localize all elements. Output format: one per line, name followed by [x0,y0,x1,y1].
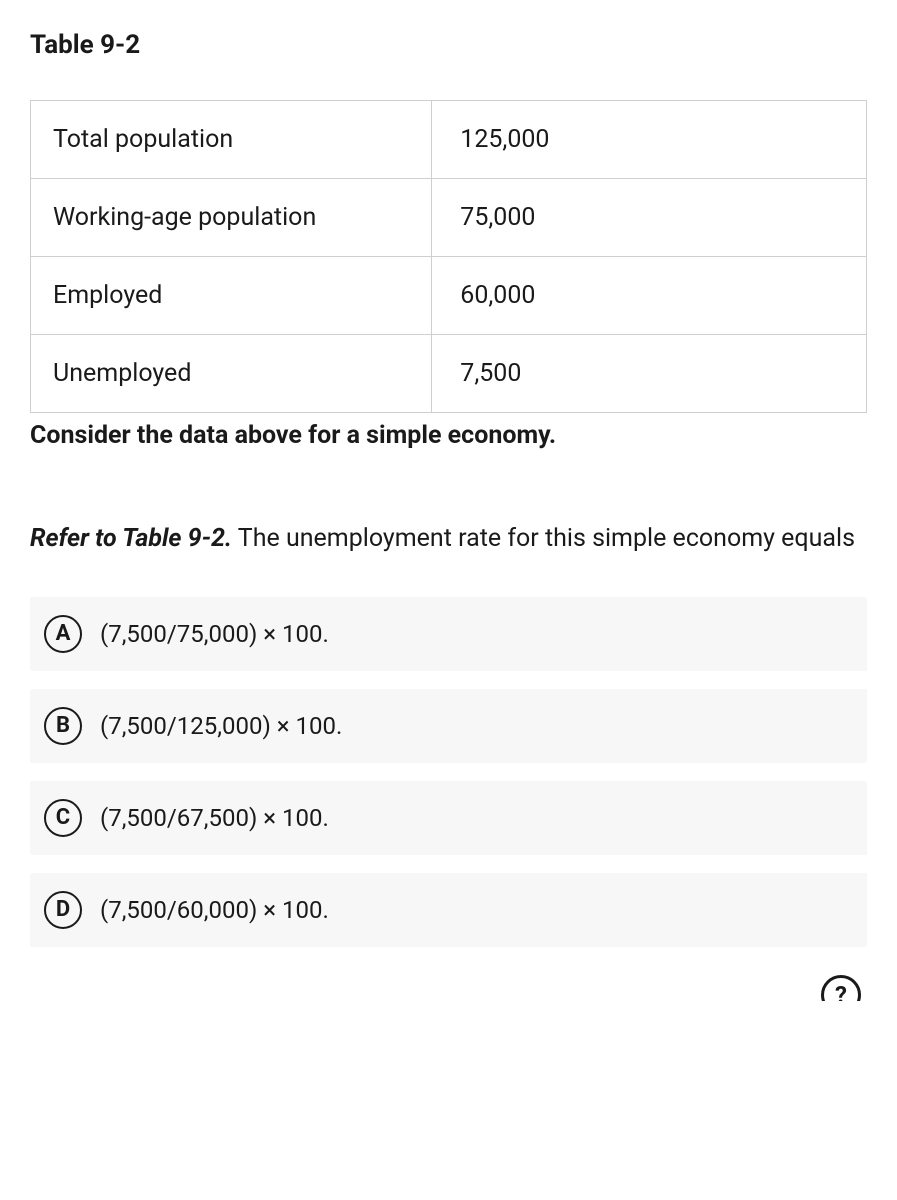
row-value: 7,500 [432,335,867,413]
question-text: Refer to Table 9-2. The unemployment rat… [30,520,867,559]
table-row: Unemployed 7,500 [31,335,867,413]
option-text: (7,500/67,500) × 100. [100,804,329,832]
option-text: (7,500/75,000) × 100. [100,620,329,648]
answer-options: A (7,500/75,000) × 100. B (7,500/125,000… [30,597,867,947]
table-row: Total population 125,000 [31,101,867,179]
table-title: Table 9-2 [30,30,867,60]
option-letter-icon: D [44,891,82,929]
row-label: Unemployed [31,335,432,413]
row-label: Employed [31,257,432,335]
option-c[interactable]: C (7,500/67,500) × 100. [30,781,867,855]
question-reference: Refer to Table 9-2. [30,524,232,553]
option-b[interactable]: B (7,500/125,000) × 100. [30,689,867,763]
row-value: 125,000 [432,101,867,179]
table-row: Working-age population 75,000 [31,179,867,257]
help-icon-container: ? [30,975,867,1001]
option-text: (7,500/125,000) × 100. [100,712,342,740]
option-text: (7,500/60,000) × 100. [100,896,329,924]
help-icon[interactable]: ? [821,975,861,1001]
option-a[interactable]: A (7,500/75,000) × 100. [30,597,867,671]
row-value: 75,000 [432,179,867,257]
row-value: 60,000 [432,257,867,335]
option-letter-icon: C [44,799,82,837]
option-letter-icon: B [44,707,82,745]
table-row: Employed 60,000 [31,257,867,335]
question-body: The unemployment rate for this simple ec… [232,524,855,553]
option-d[interactable]: D (7,500/60,000) × 100. [30,873,867,947]
row-label: Working-age population [31,179,432,257]
row-label: Total population [31,101,432,179]
option-letter-icon: A [44,615,82,653]
data-table: Total population 125,000 Working-age pop… [30,100,867,413]
table-caption: Consider the data above for a simple eco… [30,421,867,450]
